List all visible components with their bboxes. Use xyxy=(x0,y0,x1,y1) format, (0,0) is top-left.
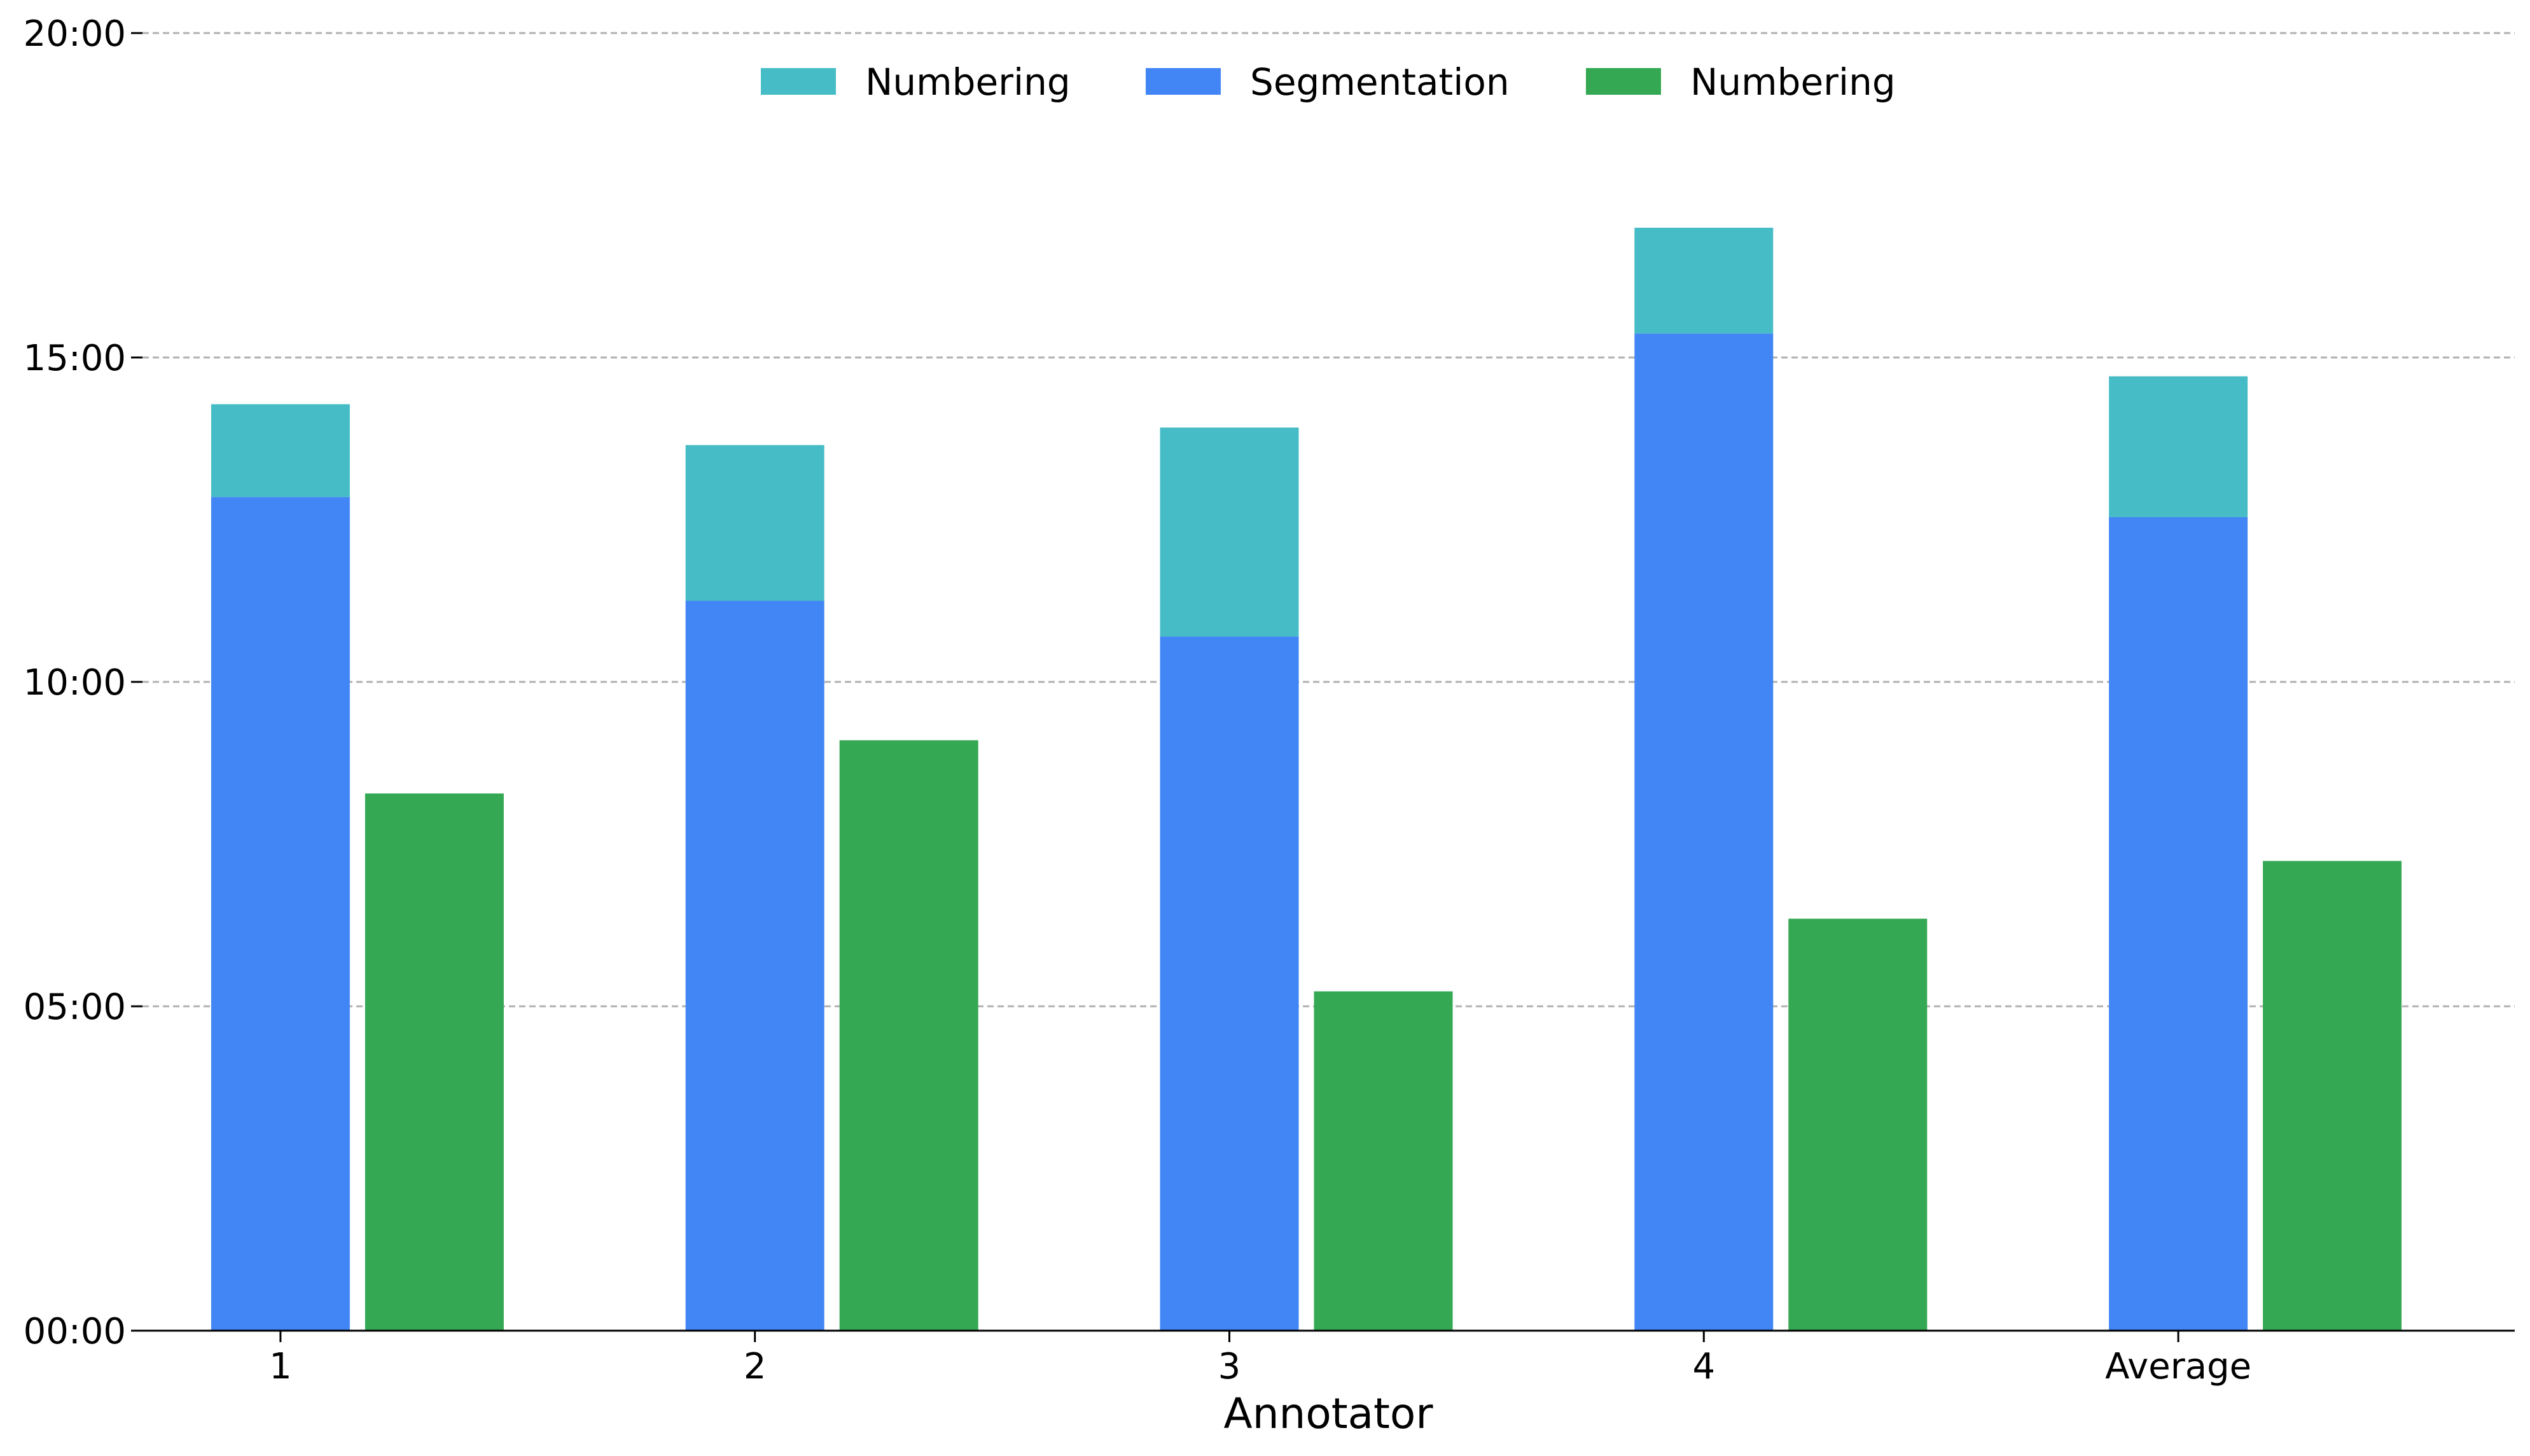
bar-numbering-stacked xyxy=(2109,376,2248,517)
bar-numbering-single xyxy=(1788,919,1928,1331)
legend-label: Segmentation xyxy=(1250,60,1510,104)
bar-segmentation-stacked xyxy=(685,600,824,1331)
bar-numbering-stacked xyxy=(685,445,824,601)
bar-segmentation-stacked xyxy=(211,497,350,1331)
x-tick-label: 4 xyxy=(1692,1346,1715,1387)
x-tick-label: Average xyxy=(2105,1346,2251,1387)
y-axis-ticks: 00:00 05:00 10:00 15:00 20:00 xyxy=(24,13,142,1352)
x-axis-title: Annotator xyxy=(1224,1389,1434,1438)
x-axis-ticks: 1 2 3 4 Average xyxy=(269,1331,2251,1387)
y-tick-label: 15:00 xyxy=(24,338,126,379)
bar-numbering-stacked xyxy=(211,404,350,497)
x-tick-label: 1 xyxy=(269,1346,292,1387)
bar-numbering-single xyxy=(2263,861,2402,1331)
bar-numbering-stacked xyxy=(1634,228,1774,334)
y-tick-label: 20:00 xyxy=(24,13,126,55)
legend-swatch xyxy=(761,68,836,95)
legend: Numbering Segmentation Numbering xyxy=(761,60,1896,104)
bar-numbering-single xyxy=(365,793,504,1331)
y-tick-label: 00:00 xyxy=(24,1311,126,1352)
legend-label: Numbering xyxy=(865,60,1071,104)
legend-swatch xyxy=(1146,68,1221,95)
y-tick-label: 10:00 xyxy=(24,662,126,704)
bar-segmentation-stacked xyxy=(2109,517,2248,1331)
bar-segmentation-stacked xyxy=(1160,636,1299,1331)
y-tick-label: 05:00 xyxy=(24,987,126,1028)
bars xyxy=(211,228,2402,1331)
bar-numbering-stacked xyxy=(1160,427,1299,637)
x-tick-label: 2 xyxy=(744,1346,767,1387)
x-tick-label: 3 xyxy=(1218,1346,1241,1387)
bar-segmentation-stacked xyxy=(1634,333,1774,1331)
bar-numbering-single xyxy=(1314,991,1453,1331)
legend-swatch xyxy=(1586,68,1661,95)
legend-label: Numbering xyxy=(1690,60,1896,104)
bar-numbering-single xyxy=(839,740,978,1331)
